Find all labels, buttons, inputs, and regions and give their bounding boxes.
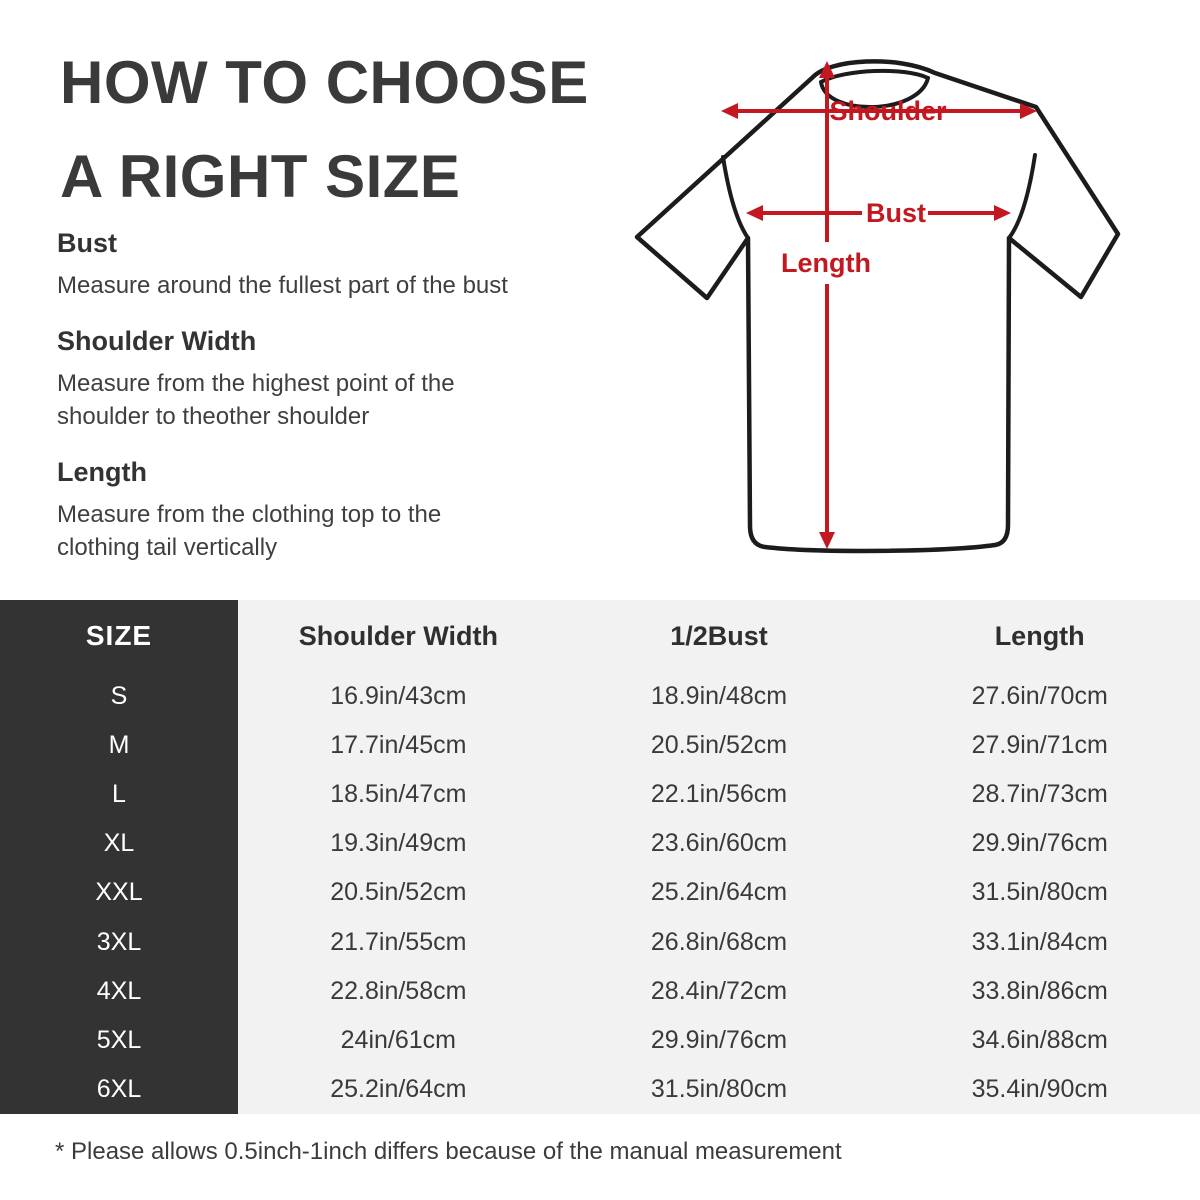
length-arrow-label: Length (781, 248, 871, 278)
size-cell: 5XL (0, 1015, 238, 1065)
length-cell: 34.6in/88cm (879, 1015, 1200, 1065)
half-bust-cell: 26.8in/68cm (558, 917, 880, 967)
length-arrow (819, 61, 835, 549)
size-cell: L (0, 770, 238, 820)
page-title: HOW TO CHOOSE A RIGHT SIZE (60, 49, 589, 210)
size-cell: M (0, 721, 238, 771)
instruction-body: Measure from the highest point of the sh… (57, 370, 455, 430)
table-row: XL 19.3in/49cm 23.6in/60cm 29.9in/76cm (0, 819, 1200, 869)
size-cell: 6XL (0, 1064, 238, 1114)
instruction-heading: Bust (57, 228, 117, 258)
bust-arrow-label: Bust (866, 198, 926, 228)
half-bust-cell: 20.5in/52cm (558, 721, 880, 771)
shoulder-width-cell: 16.9in/43cm (238, 672, 559, 722)
size-cell: 3XL (0, 917, 238, 967)
table-row: 5XL 24in/61cm 29.9in/76cm 34.6in/88cm (0, 1015, 1200, 1065)
instruction-body: Measure from the clothing top to the clo… (57, 501, 442, 561)
tshirt-outline (634, 59, 1121, 554)
left-sleeve-seam (721, 155, 750, 240)
length-cell: 35.4in/90cm (879, 1064, 1200, 1114)
length-cell: 28.7in/73cm (879, 770, 1200, 820)
length-cell: 27.6in/70cm (879, 672, 1200, 722)
right-sleeve-seam (1007, 153, 1037, 240)
half-bust-cell: 29.9in/76cm (558, 1015, 880, 1065)
instruction-shoulder-width: Shoulder Width Measure from the highest … (57, 326, 557, 433)
length-cell: 31.5in/80cm (879, 868, 1200, 918)
length-cell: 27.9in/71cm (879, 721, 1200, 771)
shoulder-width-cell: 21.7in/55cm (238, 917, 559, 967)
header-shoulder-width: Shoulder Width (238, 600, 559, 672)
tshirt-diagram-svg: Shoulder Bust Length (634, 59, 1121, 554)
shoulder-width-cell: 20.5in/52cm (238, 868, 559, 918)
measurement-instructions: Bust Measure around the fullest part of … (57, 228, 557, 588)
half-bust-cell: 23.6in/60cm (558, 819, 880, 869)
half-bust-cell: 31.5in/80cm (558, 1064, 880, 1114)
size-table: SIZE Shoulder Width 1/2Bust Length S 16.… (0, 600, 1200, 1114)
length-cell: 33.8in/86cm (879, 966, 1200, 1016)
shoulder-width-cell: 22.8in/58cm (238, 966, 559, 1016)
table-row: M 17.7in/45cm 20.5in/52cm 27.9in/71cm (0, 721, 1200, 771)
shoulder-arrow (721, 103, 1037, 119)
size-cell: XL (0, 819, 238, 869)
table-row: XXL 20.5in/52cm 25.2in/64cm 31.5in/80cm (0, 868, 1200, 918)
length-cell: 33.1in/84cm (879, 917, 1200, 967)
instruction-heading: Length (57, 457, 147, 487)
shoulder-arrow-label: Shoulder (829, 96, 946, 126)
shoulder-width-cell: 18.5in/47cm (238, 770, 559, 820)
instruction-length: Length Measure from the clothing top to … (57, 457, 557, 564)
half-bust-cell: 28.4in/72cm (558, 966, 880, 1016)
tshirt-measurement-diagram: Shoulder Bust Length (615, 25, 1190, 585)
table-header-row: SIZE Shoulder Width 1/2Bust Length (0, 600, 1200, 672)
header-size: SIZE (0, 600, 238, 672)
header-length: Length (879, 600, 1200, 672)
header-half-bust: 1/2Bust (558, 600, 880, 672)
table-row: 6XL 25.2in/64cm 31.5in/80cm 35.4in/90cm (0, 1064, 1200, 1114)
table-row: 4XL 22.8in/58cm 28.4in/72cm 33.8in/86cm (0, 966, 1200, 1016)
table-row: L 18.5in/47cm 22.1in/56cm 28.7in/73cm (0, 770, 1200, 820)
shoulder-width-cell: 24in/61cm (238, 1015, 559, 1065)
shoulder-width-cell: 25.2in/64cm (238, 1064, 559, 1114)
table-row: S 16.9in/43cm 18.9in/48cm 27.6in/70cm (0, 672, 1200, 722)
table-row: 3XL 21.7in/55cm 26.8in/68cm 33.1in/84cm (0, 917, 1200, 967)
shoulder-width-cell: 19.3in/49cm (238, 819, 559, 869)
instruction-heading: Shoulder Width (57, 326, 257, 356)
size-cell: S (0, 672, 238, 722)
bust-arrow (746, 205, 1011, 221)
length-cell: 29.9in/76cm (879, 819, 1200, 869)
size-cell: 4XL (0, 966, 238, 1016)
half-bust-cell: 25.2in/64cm (558, 868, 880, 918)
instruction-bust: Bust Measure around the fullest part of … (57, 228, 557, 302)
measurement-disclaimer: * Please allows 0.5inch-1inch differs be… (55, 1138, 842, 1165)
instruction-body: Measure around the fullest part of the b… (57, 272, 508, 299)
size-cell: XXL (0, 868, 238, 918)
half-bust-cell: 22.1in/56cm (558, 770, 880, 820)
shoulder-width-cell: 17.7in/45cm (238, 721, 559, 771)
half-bust-cell: 18.9in/48cm (558, 672, 880, 722)
